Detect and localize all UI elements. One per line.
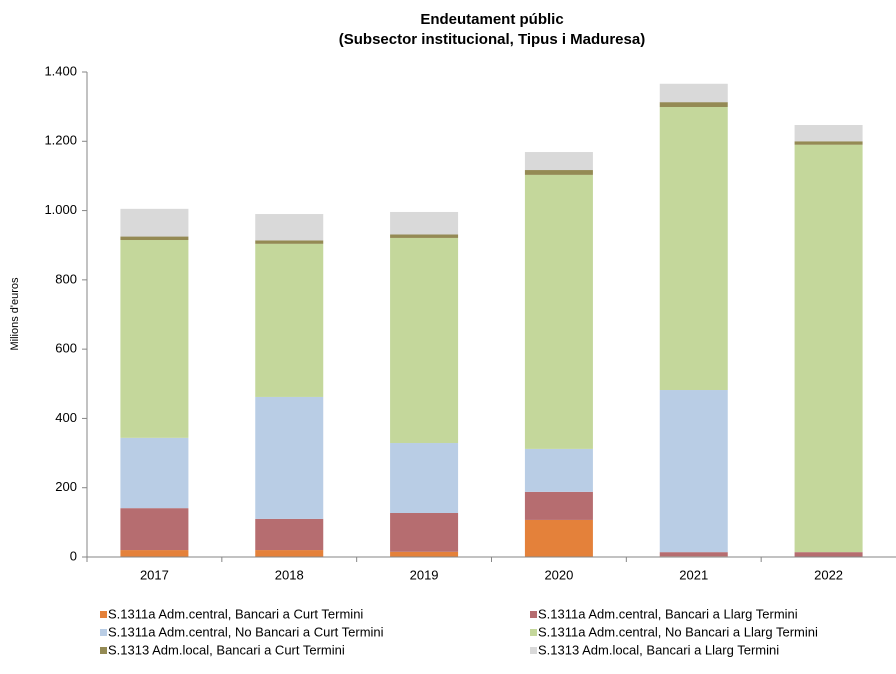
bar-segment: [390, 551, 459, 557]
chart-subtitle: (Subsector institucional, Tipus i Madure…: [339, 31, 645, 48]
x-tick-label: 2018: [275, 567, 304, 582]
bar-segment: [659, 83, 728, 103]
bar-segment: [390, 237, 459, 444]
bar-segment: [794, 141, 863, 145]
y-tick-label: 400: [55, 410, 77, 425]
legend-label: S.1311a Adm.central, No Bancari a Llarg …: [538, 624, 818, 639]
bar-segment: [120, 208, 189, 237]
y-tick-label: 0: [70, 548, 77, 563]
bar-segment: [524, 174, 593, 449]
bar-segment: [659, 390, 728, 553]
bar-segment: [255, 214, 324, 241]
legend-label: S.1311a Adm.central, Bancari a Curt Term…: [108, 606, 363, 621]
bar-segment: [255, 243, 324, 397]
legend-swatch: [100, 611, 107, 618]
bar-segment: [255, 550, 324, 557]
bar-segment: [524, 152, 593, 171]
bar-segment: [524, 170, 593, 175]
bar-segment: [794, 125, 863, 142]
bar-segment: [524, 448, 593, 492]
legend-swatch: [530, 611, 537, 618]
legend-swatch: [100, 647, 107, 654]
y-tick-label: 800: [55, 271, 77, 286]
y-tick-label: 600: [55, 341, 77, 356]
legend-swatch: [100, 629, 107, 636]
bar-segment: [659, 552, 728, 557]
y-tick-label: 1.200: [44, 133, 77, 148]
legend-swatch: [530, 629, 537, 636]
x-tick-label: 2021: [679, 567, 708, 582]
bar-segment: [120, 240, 189, 438]
legend-label: S.1311a Adm.central, Bancari a Llarg Ter…: [538, 606, 798, 621]
bar-segment: [390, 513, 459, 552]
chart-title: Endeutament públic: [420, 11, 563, 28]
bar-segment: [120, 508, 189, 551]
legend-label: S.1313 Adm.local, Bancari a Llarg Termin…: [538, 642, 779, 657]
x-tick-label: 2019: [410, 567, 439, 582]
y-tick-label: 1.000: [44, 202, 77, 217]
legend-label: S.1313 Adm.local, Bancari a Curt Termini: [108, 642, 345, 657]
bar-segment: [255, 396, 324, 519]
bar-segment: [659, 102, 728, 107]
bar-segment: [120, 236, 189, 241]
bar-segment: [255, 240, 324, 244]
x-tick-label: 2017: [140, 567, 169, 582]
x-tick-label: 2022: [814, 567, 843, 582]
bar-segment: [390, 211, 459, 235]
bar-segment: [120, 437, 189, 509]
bar-segment: [390, 443, 459, 514]
bar-segment: [524, 519, 593, 557]
bar-segment: [794, 552, 863, 557]
bar-segment: [794, 144, 863, 553]
bar-segment: [659, 106, 728, 391]
y-axis-title: Milions d'euros: [9, 277, 21, 351]
bar-segment: [390, 234, 459, 238]
y-tick-label: 200: [55, 479, 77, 494]
x-tick-label: 2020: [544, 567, 573, 582]
legend-label: S.1311a Adm.central, No Bancari a Curt T…: [108, 624, 384, 639]
bar-segment: [524, 491, 593, 520]
bar-segment: [255, 518, 324, 551]
bar-segment: [120, 550, 189, 557]
legend-swatch: [530, 647, 537, 654]
y-tick-label: 1.400: [44, 63, 77, 78]
